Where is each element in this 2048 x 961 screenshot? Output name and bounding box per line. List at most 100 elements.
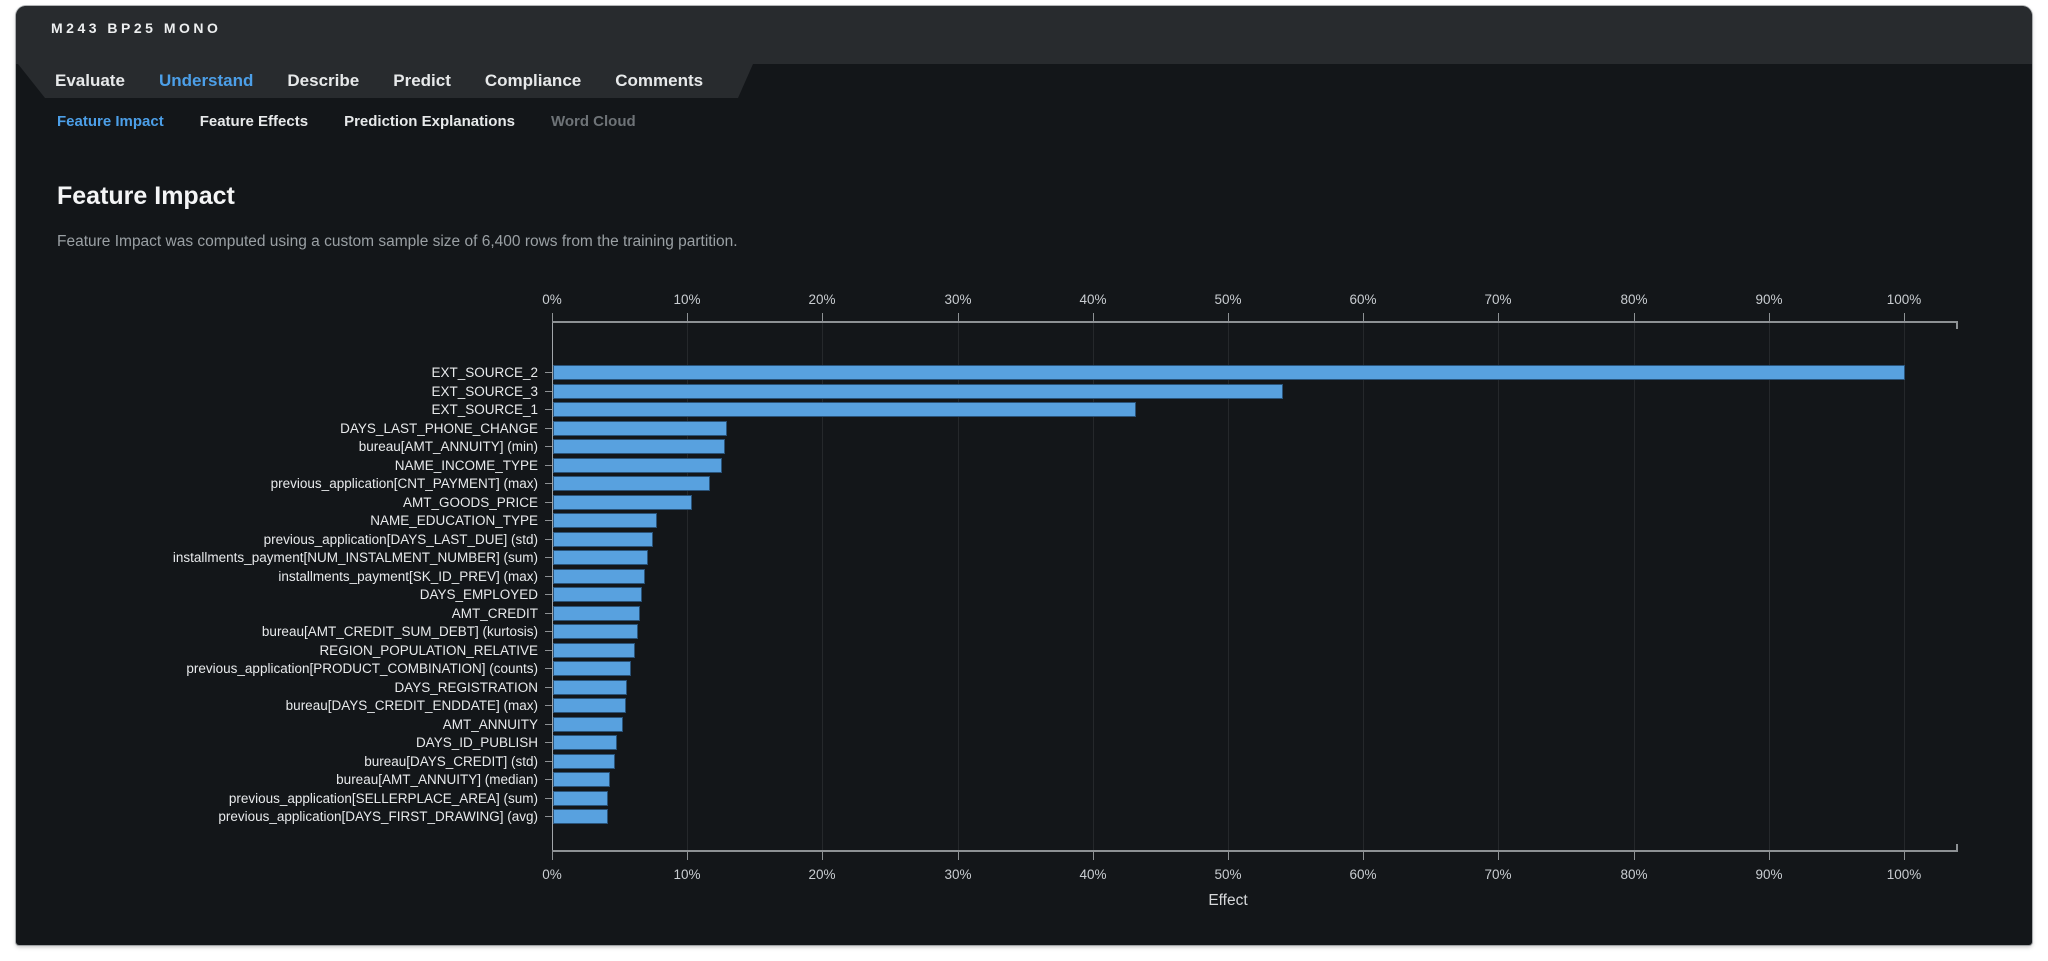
x-axis-tick-top <box>552 313 553 321</box>
feature-impact-bar[interactable] <box>553 587 642 602</box>
y-axis-row-tick <box>545 557 552 558</box>
x-axis-tick-top <box>822 313 823 321</box>
feature-impact-bar[interactable] <box>553 643 635 658</box>
tab-understand[interactable]: Understand <box>158 71 254 90</box>
x-gridline <box>1363 323 1364 850</box>
feature-impact-bar[interactable] <box>553 680 627 695</box>
feature-label: previous_application[CNT_PAYMENT] (max) <box>270 476 538 491</box>
feature-impact-bar[interactable] <box>553 569 645 584</box>
x-axis-tick-label: 60% <box>1349 867 1377 882</box>
x-axis-tick-bottom <box>1769 852 1770 860</box>
feature-impact-bar[interactable] <box>553 402 1136 417</box>
feature-label: bureau[DAYS_CREDIT_ENDDATE] (max) <box>285 698 538 713</box>
x-axis-tick-bottom <box>1363 852 1364 860</box>
y-axis-row-tick <box>545 631 552 632</box>
tab-compliance[interactable]: Compliance <box>484 71 582 90</box>
x-axis-tick-label: 0% <box>542 867 562 882</box>
x-gridline <box>1904 323 1905 850</box>
x-axis-tick-label: 100% <box>1886 867 1922 882</box>
feature-impact-bar[interactable] <box>553 606 640 621</box>
feature-impact-bar[interactable] <box>553 735 617 750</box>
feature-label: AMT_ANNUITY <box>442 717 538 732</box>
main-tab-bar: Evaluate Understand Describe Predict Com… <box>16 64 753 98</box>
feature-label: REGION_POPULATION_RELATIVE <box>319 643 538 658</box>
x-axis-tick-label: 50% <box>1214 292 1242 307</box>
feature-label: previous_application[PRODUCT_COMBINATION… <box>186 661 538 676</box>
feature-impact-bar[interactable] <box>553 624 638 639</box>
page-subtitle: Feature Impact was computed using a cust… <box>57 233 738 250</box>
y-axis-row-tick <box>545 742 552 743</box>
x-axis-line-top <box>552 321 1958 323</box>
y-axis-row-tick <box>545 613 552 614</box>
x-axis-tick-label: 20% <box>808 292 836 307</box>
feature-impact-bar[interactable] <box>553 791 608 806</box>
x-axis-tick-top <box>1228 313 1229 321</box>
y-axis-row-tick <box>545 594 552 595</box>
x-axis-tick-label: 40% <box>1079 867 1107 882</box>
y-axis-row-tick <box>545 576 552 577</box>
x-axis-tick-top <box>1363 313 1364 321</box>
feature-label: previous_application[DAYS_LAST_DUE] (std… <box>263 532 538 547</box>
x-axis-tick-label: 40% <box>1079 292 1107 307</box>
x-axis-tick-top <box>958 313 959 321</box>
x-axis-tick-label: 70% <box>1484 867 1512 882</box>
x-axis-tick-bottom <box>822 852 823 860</box>
feature-impact-bar[interactable] <box>553 476 710 491</box>
feature-label: EXT_SOURCE_1 <box>431 402 538 417</box>
feature-impact-bar[interactable] <box>553 809 608 824</box>
x-axis-tick-label: 90% <box>1755 292 1783 307</box>
x-axis-tick-label: 80% <box>1620 292 1648 307</box>
y-axis-row-tick <box>545 502 552 503</box>
feature-impact-bar[interactable] <box>553 717 623 732</box>
feature-label: DAYS_EMPLOYED <box>419 587 538 602</box>
x-axis-tick-bottom <box>552 852 553 860</box>
subtab-feature-impact[interactable]: Feature Impact <box>57 113 164 130</box>
x-axis-tick-label: 10% <box>673 867 701 882</box>
tab-predict[interactable]: Predict <box>393 71 451 90</box>
tab-comments[interactable]: Comments <box>615 71 704 90</box>
y-axis-row-tick <box>545 520 552 521</box>
y-axis-row-tick <box>545 724 552 725</box>
x-axis-tick-label: 30% <box>944 292 972 307</box>
feature-impact-bar[interactable] <box>553 772 610 787</box>
subtab-feature-effects[interactable]: Feature Effects <box>199 113 309 130</box>
feature-label: bureau[AMT_ANNUITY] (min) <box>358 439 538 454</box>
y-axis-row-tick <box>545 409 552 410</box>
tab-describe[interactable]: Describe <box>287 71 360 90</box>
feature-impact-bar[interactable] <box>553 550 648 565</box>
feature-impact-bar[interactable] <box>553 421 727 436</box>
y-axis-row-tick <box>545 483 552 484</box>
feature-label: bureau[AMT_CREDIT_SUM_DEBT] (kurtosis) <box>261 624 538 639</box>
feature-impact-bar[interactable] <box>553 698 626 713</box>
tab-evaluate[interactable]: Evaluate <box>55 71 125 90</box>
feature-impact-bar[interactable] <box>553 754 615 769</box>
x-gridline <box>822 323 823 850</box>
feature-impact-bar[interactable] <box>553 458 722 473</box>
y-axis-row-tick <box>545 687 552 688</box>
x-gridline <box>1228 323 1229 850</box>
y-axis-line <box>552 321 553 852</box>
x-gridline <box>1769 323 1770 850</box>
x-axis-tick-top <box>1093 313 1094 321</box>
feature-label: NAME_INCOME_TYPE <box>394 458 538 473</box>
x-axis-tick-top <box>1634 313 1635 321</box>
feature-impact-bar[interactable] <box>553 513 657 528</box>
y-axis-row-tick <box>545 779 552 780</box>
x-axis-tick-label: 70% <box>1484 292 1512 307</box>
y-axis-row-tick <box>545 372 552 373</box>
y-axis-row-tick <box>545 391 552 392</box>
feature-label: AMT_GOODS_PRICE <box>402 495 538 510</box>
subtab-prediction-explanations[interactable]: Prediction Explanations <box>344 113 515 130</box>
feature-impact-bar[interactable] <box>553 495 692 510</box>
x-axis-tick-label: 100% <box>1886 292 1922 307</box>
x-axis-tick-label: 20% <box>808 867 836 882</box>
x-axis-tick-bottom <box>1904 852 1905 860</box>
feature-impact-bar[interactable] <box>553 439 725 454</box>
feature-impact-bar[interactable] <box>553 661 631 676</box>
y-axis-row-tick <box>545 465 552 466</box>
feature-impact-bar[interactable] <box>553 384 1283 399</box>
x-axis-line-bottom <box>552 850 1958 852</box>
feature-impact-bar[interactable] <box>553 532 653 547</box>
feature-impact-bar[interactable] <box>553 365 1905 380</box>
model-badge: M243 BP25 MONO <box>51 20 222 36</box>
